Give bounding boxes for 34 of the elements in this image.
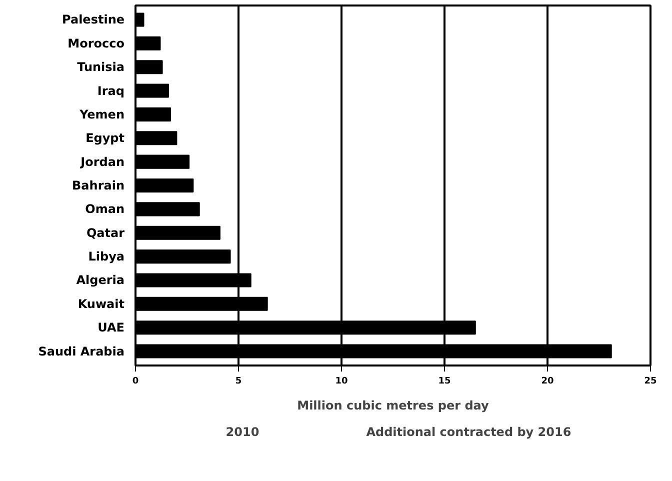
bar bbox=[136, 107, 172, 122]
y-tick-label: Qatar bbox=[86, 226, 125, 240]
y-tick-label: UAE bbox=[98, 320, 124, 335]
bar bbox=[136, 202, 200, 216]
y-tick-label: Oman bbox=[85, 202, 125, 216]
text: 2010 bbox=[226, 425, 260, 439]
bar bbox=[136, 226, 220, 240]
bar bbox=[136, 84, 169, 98]
y-tick-label: Libya bbox=[88, 250, 125, 264]
y-tick-label: Iraq bbox=[97, 84, 125, 98]
x-tick-label: 15 bbox=[438, 376, 451, 386]
y-tick-label: Kuwait bbox=[78, 296, 125, 311]
y-tick-label: Morocco bbox=[68, 36, 125, 50]
x-tick-label: 25 bbox=[644, 376, 657, 386]
text: Additional contracted by 2016 bbox=[366, 425, 572, 439]
bar bbox=[136, 250, 231, 264]
bar bbox=[136, 154, 190, 169]
y-tick-label: Bahrain bbox=[72, 178, 125, 192]
x-axis-title: Million cubic metres per day bbox=[297, 398, 490, 412]
y-tick-label: Egypt bbox=[86, 131, 125, 146]
y-tick-label: Jordan bbox=[80, 154, 124, 169]
y-tick-label: Yemen bbox=[78, 107, 125, 122]
x-tick-label: 20 bbox=[541, 376, 554, 386]
bar bbox=[136, 131, 178, 146]
x-tick-label: 0 bbox=[132, 376, 139, 386]
bar bbox=[136, 60, 163, 74]
bar bbox=[136, 36, 161, 50]
y-tick-label: Algeria bbox=[76, 273, 125, 288]
bar bbox=[136, 178, 194, 193]
y-tick-label: Palestine bbox=[62, 12, 125, 27]
x-tick-label: 5 bbox=[235, 376, 242, 386]
x-tick-label: 10 bbox=[335, 376, 348, 386]
y-tick-label: Tunisia bbox=[77, 60, 124, 74]
y-tick-label: Saudi Arabia bbox=[38, 344, 125, 358]
